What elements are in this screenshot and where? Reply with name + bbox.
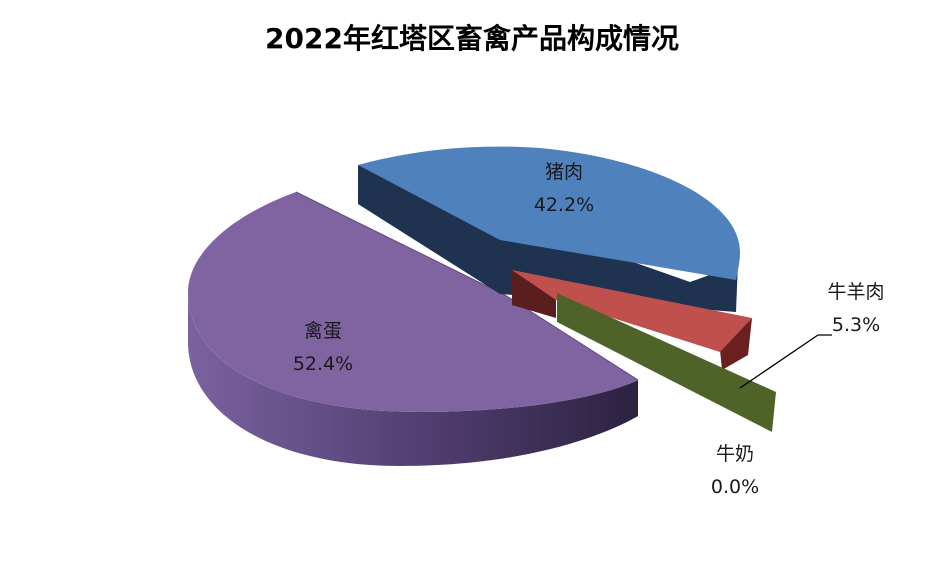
label-牛羊肉-value: 5.3% xyxy=(832,314,880,336)
slice-牛羊肉-top xyxy=(512,270,752,352)
label-猪肉-name: 猪肉 xyxy=(545,161,583,183)
slice-牛奶-side xyxy=(557,293,776,432)
slice-猪肉-top xyxy=(358,146,740,280)
slice-牛羊肉-side-right xyxy=(720,318,752,370)
slice-禽蛋-top xyxy=(188,192,638,412)
leader-line-牛羊肉 xyxy=(739,334,832,389)
label-猪肉-value: 42.2% xyxy=(534,194,594,216)
label-禽蛋-name: 禽蛋 xyxy=(304,320,342,342)
slice-猪肉 xyxy=(358,146,740,312)
slice-牛羊肉 xyxy=(512,270,752,370)
slice-牛奶 xyxy=(557,293,776,432)
chart-title: 2022年红塔区畜禽产品构成情况 xyxy=(265,22,679,55)
slice-禽蛋 xyxy=(188,191,639,466)
label-牛奶-value: 0.0% xyxy=(711,476,759,498)
label-牛奶-name: 牛奶 xyxy=(716,443,754,465)
slice-禽蛋-edge xyxy=(295,191,639,381)
label-牛羊肉-name: 牛羊肉 xyxy=(827,281,884,303)
slice-牛羊肉-side-left xyxy=(512,270,556,318)
label-禽蛋-value: 52.4% xyxy=(293,353,353,375)
slice-禽蛋-side xyxy=(188,292,638,466)
